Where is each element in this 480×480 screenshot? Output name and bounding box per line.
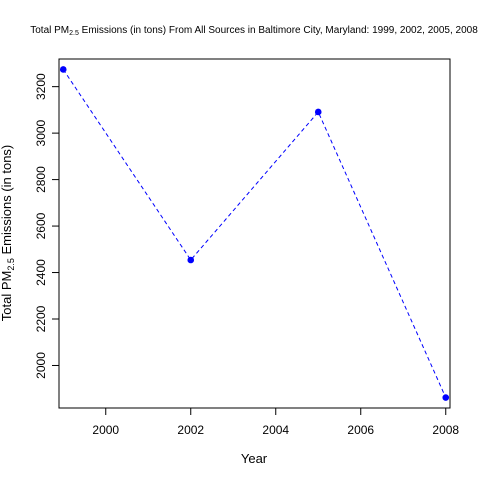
y-tick-label: 2600 — [34, 212, 48, 239]
x-tick-label: 2006 — [347, 423, 374, 437]
data-point — [187, 256, 195, 264]
y-tick-label: 3200 — [34, 73, 48, 100]
x-axis: 2000 2002 2004 2006 2008 — [92, 407, 459, 437]
y-axis-label-rest: Emissions (in tons) — [0, 145, 14, 258]
x-tick-label: 2002 — [177, 423, 204, 437]
y-tick-label: 2200 — [34, 305, 48, 332]
y-axis-label-subscript: 2.5 — [6, 258, 16, 271]
x-tick-label: 2004 — [262, 423, 289, 437]
x-tick-label: 2008 — [432, 423, 459, 437]
series-emissions — [59, 66, 450, 401]
chart-title-subscript: 2.5 — [69, 30, 79, 37]
data-point — [442, 394, 450, 401]
x-tick-label: 2000 — [92, 423, 119, 437]
y-tick-label: 2000 — [34, 352, 48, 379]
data-point — [59, 66, 67, 73]
y-tick-label: 2800 — [34, 166, 48, 193]
chart-title-main: Total PM — [30, 25, 69, 36]
chart-title: Total PM2.5 Emissions (in tons) From All… — [30, 25, 478, 37]
data-point — [314, 108, 322, 116]
y-axis-label-main: Total PM — [0, 271, 14, 322]
y-axis: 2000 2200 2400 2600 2800 3000 3200 — [34, 73, 60, 379]
y-tick-label: 2400 — [34, 259, 48, 286]
chart-title-rest: Emissions (in tons) From All Sources in … — [79, 25, 478, 36]
y-tick-label: 3000 — [34, 119, 48, 146]
series-line — [62, 69, 447, 398]
x-axis-label: Year — [241, 451, 268, 466]
plot-frame — [58, 58, 451, 409]
y-axis-label: Total PM2.5 Emissions (in tons) — [0, 145, 16, 322]
